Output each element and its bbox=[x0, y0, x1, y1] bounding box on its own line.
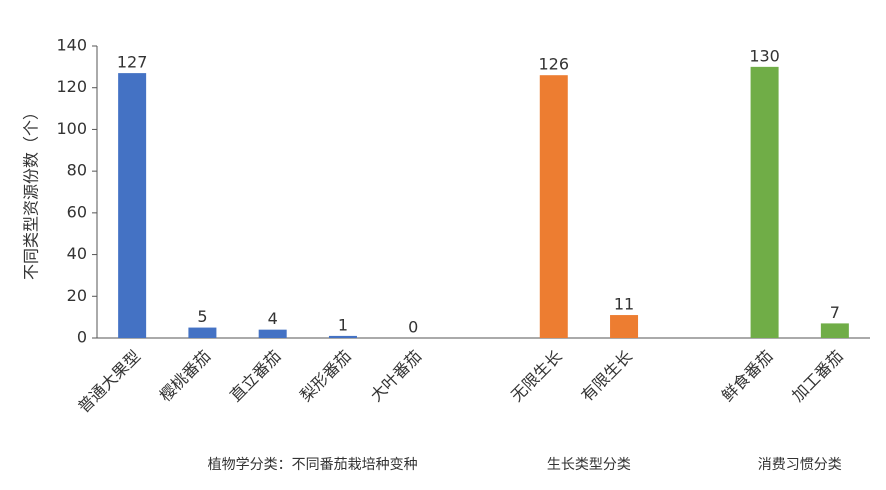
value-label: 0 bbox=[408, 318, 418, 337]
value-label: 126 bbox=[538, 55, 569, 74]
x-tick-label: 有限生长 bbox=[577, 347, 636, 406]
bar bbox=[118, 73, 147, 338]
bar bbox=[820, 323, 849, 338]
value-label: 4 bbox=[268, 309, 278, 328]
y-tick-label: 20 bbox=[67, 286, 87, 305]
value-label: 11 bbox=[614, 295, 634, 314]
group-label: 生长类型分类 bbox=[547, 457, 631, 473]
bar bbox=[750, 66, 779, 338]
value-label: 7 bbox=[830, 303, 840, 322]
x-tick-label: 樱桃番茄 bbox=[156, 347, 215, 406]
y-tick-label: 40 bbox=[67, 244, 87, 263]
bar bbox=[258, 329, 287, 338]
x-tick-label: 鲜食番茄 bbox=[718, 347, 777, 406]
x-tick-label: 普通大果型 bbox=[74, 347, 144, 417]
y-tick-label: 80 bbox=[67, 161, 87, 180]
x-tick-label: 无限生长 bbox=[507, 347, 566, 406]
y-axis-title: 不同类型资源份数（个） bbox=[22, 104, 41, 280]
value-label: 130 bbox=[749, 46, 780, 65]
y-tick-label: 0 bbox=[77, 328, 87, 347]
bar bbox=[188, 327, 217, 338]
bar bbox=[328, 335, 357, 338]
value-label: 127 bbox=[117, 53, 148, 72]
y-tick-label: 60 bbox=[67, 202, 87, 221]
x-tick-label: 加工番茄 bbox=[788, 347, 847, 406]
bar bbox=[539, 75, 568, 338]
x-tick-label: 大叶番茄 bbox=[367, 347, 426, 406]
x-tick-label: 梨形番茄 bbox=[296, 347, 355, 406]
value-label: 1 bbox=[338, 315, 348, 334]
group-label: 植物学分类：不同番茄栽培种变种 bbox=[208, 456, 418, 473]
group-label: 消费习惯分类 bbox=[758, 456, 842, 473]
bar bbox=[610, 315, 639, 338]
y-tick-label: 140 bbox=[56, 36, 87, 55]
y-tick-label: 120 bbox=[56, 77, 87, 96]
y-tick-label: 100 bbox=[56, 119, 87, 138]
x-tick-label: 直立番茄 bbox=[226, 347, 285, 406]
value-label: 5 bbox=[197, 307, 207, 326]
